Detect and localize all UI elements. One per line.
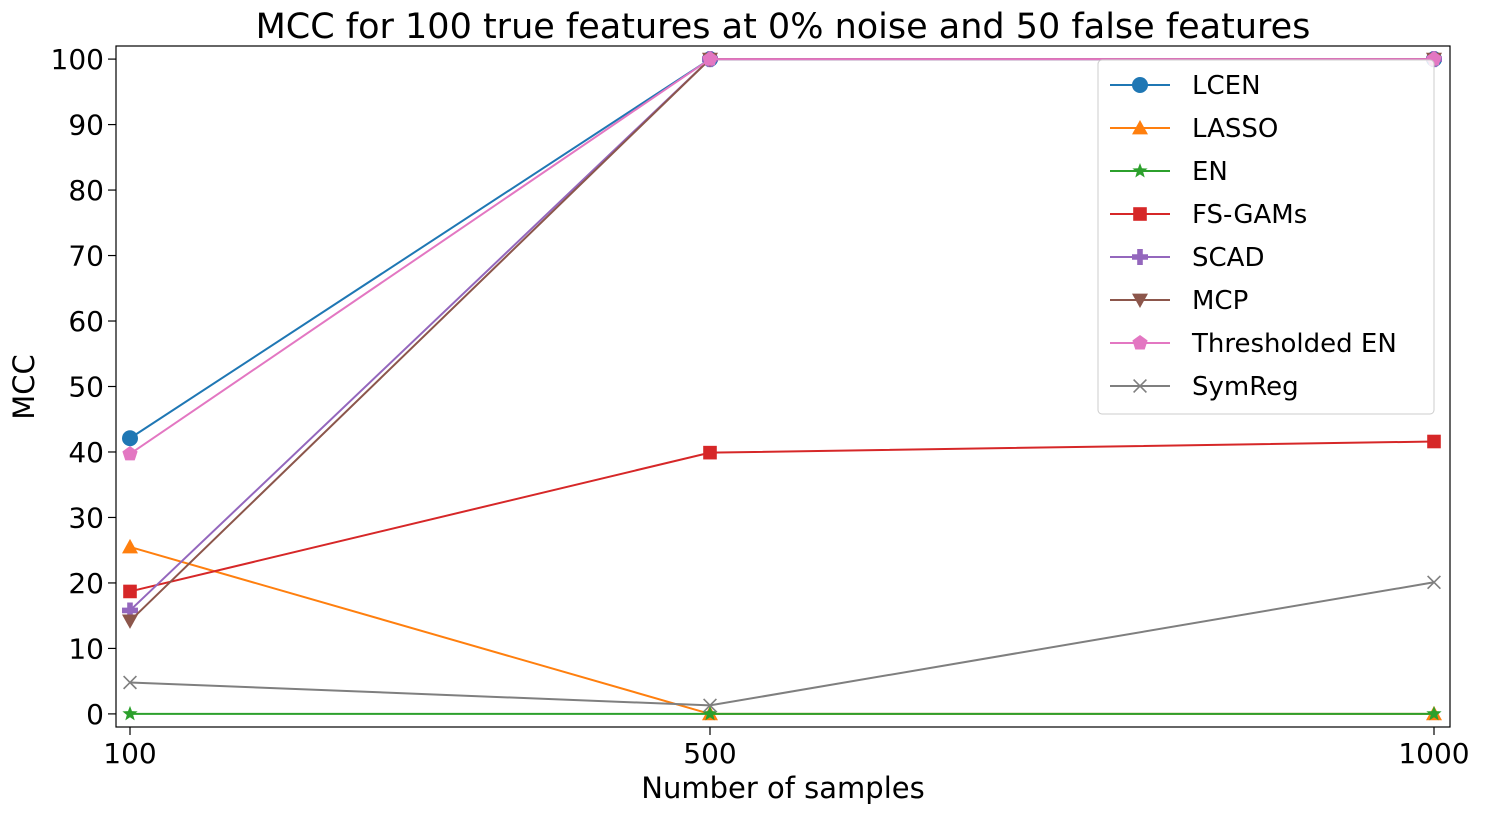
series-symreg	[123, 575, 1441, 713]
y-tick-label: 60	[68, 305, 104, 338]
data-point-thresholded-en	[122, 445, 138, 461]
legend-label-symreg: SymReg	[1192, 372, 1299, 402]
legend-marker-en	[1132, 163, 1148, 178]
series-en	[122, 705, 1442, 721]
y-axis: 0 10 20 30 40 50 60 70 80 90 100	[51, 43, 116, 731]
data-point-lasso	[122, 538, 138, 554]
x-axis-title: Number of samples	[641, 771, 924, 805]
y-axis-title: MCC	[7, 354, 41, 420]
data-point-scad	[122, 602, 138, 619]
y-tick-label: 50	[68, 371, 104, 404]
data-point-symreg	[123, 675, 137, 690]
x-tick-label: 100	[103, 737, 156, 770]
y-tick-label: 30	[68, 501, 104, 534]
data-point-symreg	[1427, 575, 1441, 590]
data-point-en	[1426, 705, 1442, 721]
data-point-fs-gams	[123, 584, 137, 599]
legend-box	[1097, 59, 1435, 415]
data-point-symreg	[703, 698, 717, 713]
legend-marker-thresholded-en	[1132, 335, 1148, 350]
legend-marker-lcen	[1132, 77, 1148, 93]
legend-label-en: EN	[1192, 157, 1228, 187]
data-point-fs-gams	[703, 445, 717, 460]
legend-label-thresholded-en: Thresholded EN	[1191, 329, 1397, 359]
data-point-lcen	[122, 430, 138, 447]
series-fs-gams	[123, 434, 1441, 599]
legend: LCEN LASSO EN FS-GAMs SCAD MCP Thresholded EN S…	[1097, 59, 1435, 415]
legend-marker-fs-gams	[1133, 207, 1147, 221]
y-tick-label: 70	[68, 240, 104, 273]
legend-label-scad: SCAD	[1192, 243, 1264, 273]
data-point-en	[702, 705, 718, 721]
data-point-thresholded-en	[702, 51, 718, 66]
y-tick-label: 90	[68, 109, 104, 142]
legend-marker-lasso	[1132, 120, 1148, 135]
y-tick-label: 10	[68, 632, 104, 665]
data-point-mcp	[122, 614, 138, 629]
legend-label-mcp: MCP	[1192, 286, 1248, 316]
y-tick-label: 0	[86, 698, 104, 731]
series-layer	[122, 51, 1442, 721]
legend-marker-symreg	[1133, 379, 1147, 393]
y-tick-label: 100	[51, 43, 104, 76]
y-tick-label: 40	[68, 436, 104, 469]
y-tick-label: 20	[68, 567, 104, 600]
legend-marker-scad	[1132, 249, 1148, 265]
series-thresholded-en	[122, 51, 1442, 461]
legend-label-fs-gams: FS-GAMs	[1192, 200, 1307, 230]
data-point-fs-gams	[1427, 434, 1441, 449]
chart-title: MCC for 100 true features at 0% noise an…	[256, 7, 1311, 47]
x-axis: 100 500 1000	[103, 727, 1470, 770]
x-tick-label: 1000	[1398, 737, 1469, 770]
legend-label-lcen: LCEN	[1192, 71, 1261, 101]
data-point-en	[122, 705, 138, 721]
x-tick-label: 500	[683, 737, 736, 770]
legend-marker-mcp	[1132, 293, 1148, 308]
y-tick-label: 80	[68, 174, 104, 207]
legend-label-lasso: LASSO	[1192, 114, 1278, 144]
